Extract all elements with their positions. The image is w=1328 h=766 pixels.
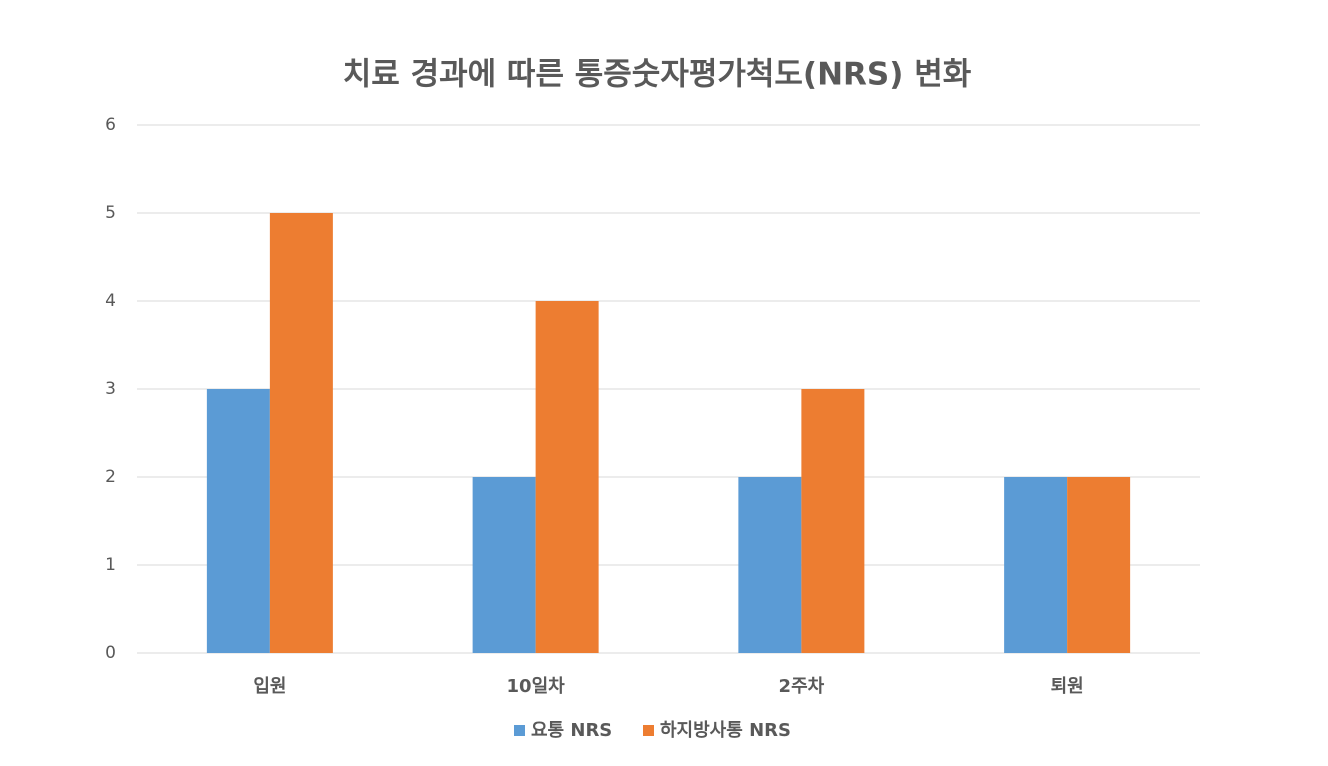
bar — [801, 389, 864, 653]
x-tick-label: 입원 — [253, 675, 286, 697]
chart-title: 치료 경과에 따른 통증숫자평가척도(NRS) 변화 — [343, 57, 972, 93]
bar — [270, 213, 333, 653]
bar — [738, 477, 801, 653]
x-tick-label: 2주차 — [779, 676, 825, 697]
bar — [473, 477, 536, 653]
y-tick-label: 0 — [105, 643, 116, 663]
y-tick-label: 5 — [105, 203, 116, 223]
legend-label: 요통 NRS — [531, 720, 612, 741]
bar — [207, 389, 270, 653]
y-tick-label: 3 — [105, 379, 116, 399]
bar — [1067, 477, 1130, 653]
y-tick-label: 4 — [105, 291, 116, 311]
bar — [1004, 477, 1067, 653]
x-tick-label: 퇴원 — [1051, 676, 1084, 697]
bar — [536, 301, 599, 653]
y-tick-label: 2 — [105, 467, 116, 487]
x-tick-label: 10일차 — [507, 676, 566, 697]
y-tick-label: 1 — [105, 555, 116, 575]
legend-swatch — [643, 725, 654, 736]
legend-swatch — [514, 725, 525, 736]
y-tick-label: 6 — [105, 115, 116, 135]
legend-label: 하지방사통 NRS — [660, 720, 791, 741]
